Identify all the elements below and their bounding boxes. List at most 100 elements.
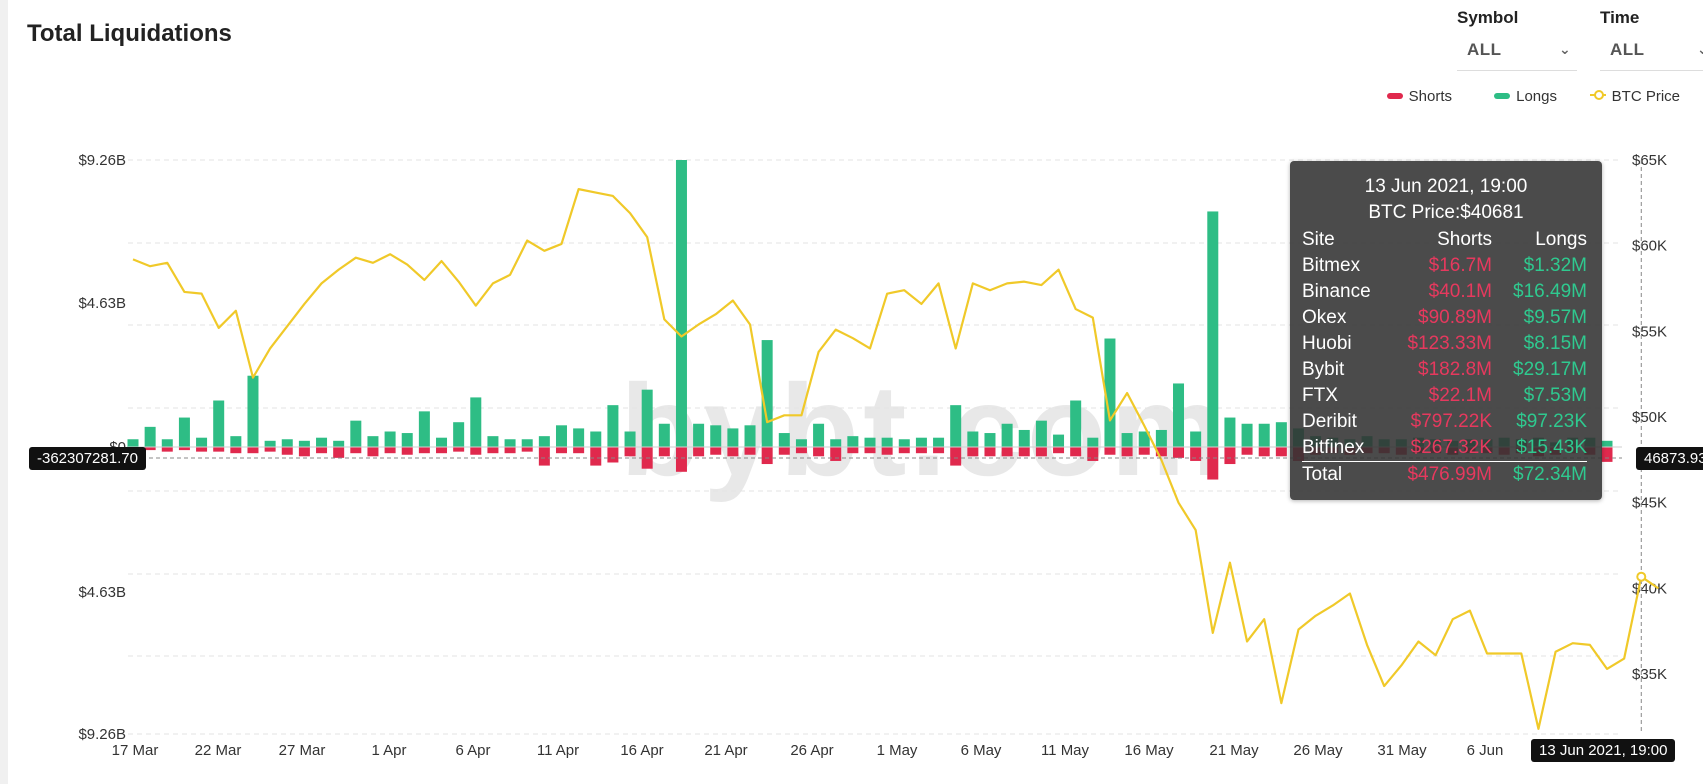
long-bar (675, 160, 687, 447)
page-title: Total Liquidations (27, 20, 232, 47)
long-bar (298, 440, 310, 447)
x-axis-tick-label: 6 Apr (455, 742, 490, 759)
tooltip-row: Bitfinex $267.32K $15.43K (1302, 437, 1587, 458)
short-bar (967, 447, 979, 457)
tooltip-col-shorts: Shorts (1437, 229, 1492, 250)
short-bar (367, 447, 379, 457)
long-bar (795, 439, 807, 447)
long-bar (470, 397, 482, 447)
legend-longs[interactable]: Longs (1494, 88, 1557, 105)
x-axis-tick-label: 22 Mar (195, 742, 242, 759)
long-bar (1138, 431, 1150, 447)
time-filter[interactable]: Time ALL ⌄ (1600, 8, 1703, 71)
chevron-down-icon: ⌄ (1559, 41, 1572, 57)
symbol-select-value: ALL (1467, 40, 1502, 59)
short-bar (778, 447, 790, 455)
short-bar (144, 447, 156, 451)
long-bar (847, 436, 859, 447)
long-bar (436, 437, 448, 447)
long-bar (641, 389, 653, 447)
long-bar (864, 437, 876, 447)
long-bar (744, 425, 756, 447)
short-bar (1121, 447, 1133, 457)
short-bar (418, 447, 430, 454)
short-bar (847, 447, 859, 454)
long-bar (727, 428, 739, 447)
long-bar (624, 431, 636, 447)
long-bar (1224, 417, 1236, 447)
tooltip-col-longs: Longs (1535, 229, 1587, 250)
tooltip-row: FTX $22.1M $7.53M (1302, 385, 1587, 406)
long-bar (247, 375, 259, 447)
tooltip-date: 13 Jun 2021, 19:00 (1364, 176, 1528, 197)
symbol-filter[interactable]: Symbol ALL ⌄ (1457, 8, 1577, 71)
short-bar (436, 447, 448, 454)
long-bar (984, 433, 996, 447)
long-bar (1001, 423, 1013, 447)
short-bar (744, 447, 756, 455)
chevron-down-icon: ⌄ (1697, 41, 1703, 58)
short-bar (675, 447, 687, 472)
right-axis-tick-label: $65K (1632, 152, 1667, 169)
short-bar (333, 447, 345, 458)
short-bar (538, 447, 550, 466)
short-bar (813, 447, 825, 457)
short-bar (710, 447, 722, 455)
crosshair-right-value: 46873.93 (1636, 447, 1703, 470)
long-bar (1173, 383, 1185, 447)
long-bar (1070, 400, 1082, 447)
long-bar (590, 431, 602, 447)
long-bar (281, 439, 293, 447)
long-bar (1087, 437, 1099, 447)
legend-shorts[interactable]: Shorts (1386, 88, 1452, 105)
x-axis-tick-label: 11 May (1041, 742, 1090, 759)
x-axis-tick-label: 21 Apr (704, 742, 747, 759)
tooltip-row: Deribit $797.22K $97.23K (1302, 411, 1587, 432)
tooltip-row: Bybit $182.8M $29.17M (1302, 359, 1587, 380)
short-bar (384, 447, 396, 454)
btc-price-line (132, 188, 1660, 730)
short-bar (1087, 447, 1099, 461)
short-bar (1018, 447, 1030, 457)
long-bar (264, 440, 276, 447)
long-bar (915, 437, 927, 447)
tooltip-row: Bitmex $16.7M $1.32M (1302, 255, 1587, 276)
time-filter-label: Time (1600, 8, 1640, 27)
short-bar (1275, 447, 1287, 457)
right-axis-tick-label: $45K (1632, 495, 1667, 512)
short-bar (898, 447, 910, 454)
short-bar (573, 447, 585, 454)
short-bar (1155, 447, 1167, 457)
tooltip-total-row: Total $476.99M $72.34M (1302, 461, 1587, 488)
long-bar (538, 436, 550, 447)
long-bar (950, 405, 962, 447)
short-bar (161, 447, 173, 452)
short-bar (1035, 447, 1047, 457)
x-axis-tick-label: 1 May (877, 742, 918, 759)
short-bar (298, 447, 310, 457)
short-bar (264, 447, 276, 452)
btc-price-hover-point (1636, 571, 1647, 582)
long-bar (813, 423, 825, 447)
short-bar (213, 447, 225, 452)
symbol-select[interactable]: ALL ⌄ (1457, 40, 1577, 71)
long-bar (1155, 429, 1167, 447)
time-select[interactable]: ALL ⌄ (1600, 40, 1703, 71)
long-bar (1601, 440, 1613, 447)
x-axis-tick-label: 11 Apr (537, 742, 579, 759)
short-bar (470, 447, 482, 455)
left-edge-strip (0, 0, 8, 784)
short-bar (624, 447, 636, 457)
long-bar (213, 400, 225, 447)
legend-btc-price[interactable]: BTC Price (1589, 88, 1680, 105)
long-bar (1258, 423, 1270, 447)
short-bar (1207, 447, 1219, 480)
short-bar (247, 447, 259, 454)
short-bar (830, 447, 842, 461)
long-bar (1018, 429, 1030, 447)
tooltip-table: Site Shorts Longs Bitmex $16.7M $1.32M Bin… (1302, 227, 1587, 488)
x-axis-tick-label: 31 May (1377, 742, 1427, 759)
short-bar (230, 447, 242, 454)
short-bar (555, 447, 567, 454)
long-bar (658, 423, 670, 447)
